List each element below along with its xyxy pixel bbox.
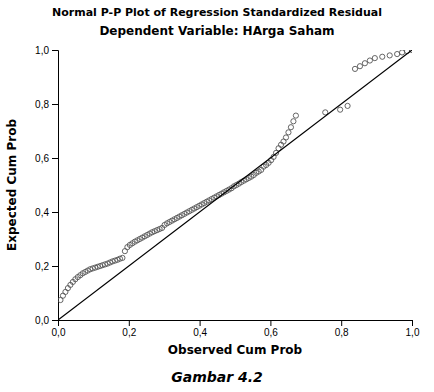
tick-mark [52, 158, 58, 159]
tick-label: 0,6 [264, 327, 278, 338]
plot-area: 0,0 0,2 0,4 0,6 0,8 1,0 0,0 0,2 0,4 0,6 0,8 1,0 [35, 45, 420, 338]
reference-line [58, 50, 412, 320]
tick: 0,2 [122, 320, 136, 338]
point [63, 289, 68, 294]
tick-label: 0,8 [35, 99, 49, 110]
y-axis: 0,0 0,2 0,4 0,6 0,8 1,0 [35, 45, 58, 326]
chart: 0,0 0,2 0,4 0,6 0,8 1,0 0,0 0,2 0,4 0,6 0,8 1,0 Norm… [0, 0, 434, 392]
point [120, 255, 125, 260]
point [399, 50, 404, 55]
point [380, 54, 385, 59]
tick-label: 0,8 [335, 327, 349, 338]
tick-label: 0,4 [193, 327, 207, 338]
tick: 0,4 [35, 207, 58, 218]
point [395, 51, 400, 56]
tick-mark [52, 50, 58, 51]
tick-mark [52, 266, 58, 267]
tick-label: 0,6 [35, 153, 49, 164]
point [367, 58, 372, 63]
point [283, 135, 288, 140]
title: Normal P-P Plot of Regression Standardiz… [52, 6, 382, 19]
x-axis: 0,0 0,2 0,4 0,6 0,8 1,0 [52, 320, 420, 338]
tick-label: 1,0 [406, 327, 420, 338]
x-axis-title: Observed Cum Prob [168, 343, 303, 357]
tick-mark [412, 320, 413, 326]
tick-mark [52, 212, 58, 213]
subtitle: Dependent Variable: HArga Saham [99, 24, 334, 38]
tick: 0,0 [35, 315, 58, 326]
y-axis-title: Expected Cum Prob [5, 119, 19, 251]
point [288, 125, 293, 130]
point [372, 56, 377, 61]
tick-label: 0,0 [52, 327, 66, 338]
tick: 0,8 [35, 99, 58, 110]
tick-label: 0,0 [35, 315, 49, 326]
axis-line [59, 321, 413, 327]
point [362, 61, 367, 66]
point [338, 107, 343, 112]
tick: 0,4 [193, 320, 207, 338]
point [357, 64, 362, 69]
tick-mark [270, 320, 271, 326]
tick: 0,0 [52, 320, 66, 338]
tick-mark [129, 320, 130, 326]
point [345, 103, 350, 108]
tick: 0,6 [264, 320, 278, 338]
tick-label: 0,2 [35, 261, 49, 272]
tick-mark [200, 320, 201, 326]
caption: Gambar 4.2 [171, 369, 263, 385]
tick: 1,0 [406, 320, 420, 338]
point [293, 113, 298, 118]
point [291, 119, 296, 124]
tick-label: 0,2 [122, 327, 136, 338]
tick-label: 1,0 [35, 45, 49, 56]
point [352, 66, 357, 71]
axis-line [52, 51, 59, 321]
marks [58, 50, 412, 320]
tick: 0,2 [35, 261, 58, 272]
tick-mark [341, 320, 342, 326]
tick: 0,6 [35, 153, 58, 164]
point [60, 293, 65, 298]
tick-mark [52, 104, 58, 105]
point [286, 130, 291, 135]
tick-mark [52, 320, 58, 321]
tick-label: 0,4 [35, 207, 49, 218]
point [387, 53, 392, 58]
tick: 0,8 [335, 320, 349, 338]
tick: 1,0 [35, 45, 58, 56]
